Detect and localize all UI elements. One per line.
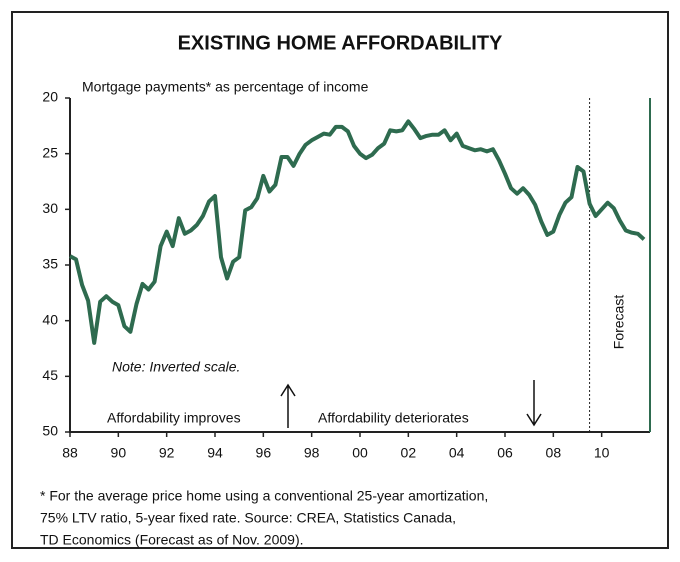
data-line — [69, 119, 646, 345]
y-tick-label: 45 — [42, 367, 58, 383]
annotation: Affordability deteriorates — [318, 410, 469, 426]
note: Note: Inverted scale. — [112, 359, 240, 375]
subtitle: Mortgage payments* as percentage of inco… — [82, 79, 369, 95]
y-tick-label: 25 — [42, 144, 58, 160]
frame — [11, 11, 669, 549]
x-tick-label: 04 — [449, 445, 465, 461]
y-tick-label: 50 — [42, 423, 58, 439]
chart-title: EXISTING HOME AFFORDABILITY — [178, 32, 503, 54]
footnote: TD Economics (Forecast as of Nov. 2009). — [40, 532, 304, 548]
x-tick-label: 90 — [111, 445, 127, 461]
x-tick-label: 92 — [159, 445, 175, 461]
y-tick-label: 40 — [42, 311, 58, 327]
x-tick-label: 88 — [62, 445, 78, 461]
arrow — [526, 380, 542, 427]
y-tick-label: 30 — [42, 200, 58, 216]
forecast-label: Forecast — [611, 295, 627, 350]
y-tick-label: 20 — [42, 89, 58, 105]
axis — [69, 98, 650, 433]
x-tick-label: 08 — [546, 445, 562, 461]
annotation: Affordability improves — [107, 410, 241, 426]
footnote: 75% LTV ratio, 5-year fixed rate. Source… — [40, 510, 456, 526]
y-tick-label: 35 — [42, 256, 58, 272]
x-tick-label: 96 — [256, 445, 272, 461]
footnote: * For the average price home using a con… — [40, 488, 488, 504]
x-tick-label: 06 — [497, 445, 513, 461]
arrow — [280, 383, 296, 428]
x-tick-label: 94 — [207, 445, 223, 461]
x-tick-label: 98 — [304, 445, 320, 461]
x-tick-label: 00 — [352, 445, 368, 461]
x-tick-label: 10 — [594, 445, 610, 461]
x-tick-label: 02 — [401, 445, 417, 461]
